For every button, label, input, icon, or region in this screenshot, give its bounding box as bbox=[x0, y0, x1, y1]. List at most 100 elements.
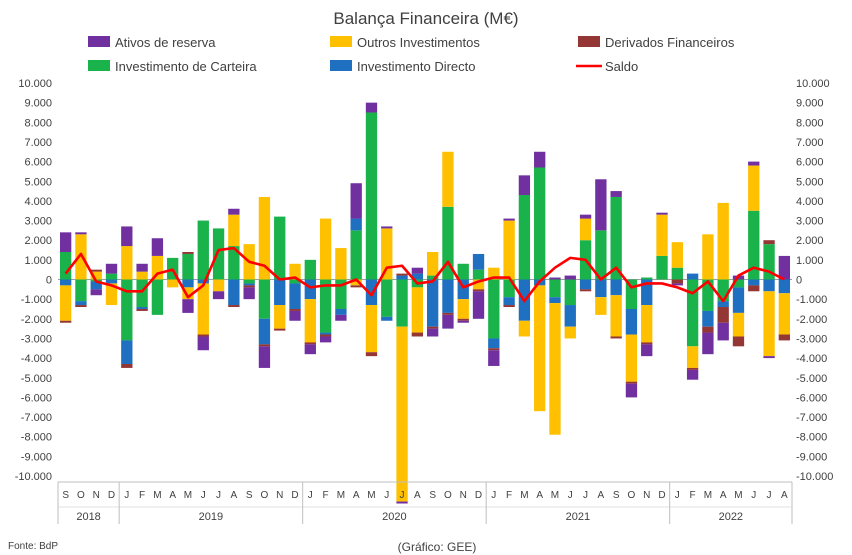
year-label: 2020 bbox=[382, 511, 406, 523]
bar-segment bbox=[641, 342, 653, 345]
y-tick-label-left: -2.000 bbox=[21, 314, 52, 326]
y-tick-label-right: -10.000 bbox=[796, 471, 833, 483]
x-tick-label: M bbox=[551, 490, 559, 501]
bar-segment bbox=[702, 279, 714, 311]
bar-segment bbox=[136, 308, 148, 311]
bar-segment bbox=[518, 195, 531, 280]
legend-label: Outros Investimentos bbox=[357, 35, 480, 50]
x-tick-label: J bbox=[124, 490, 129, 501]
bar-segment bbox=[319, 336, 332, 343]
y-tick-label-left: -7.000 bbox=[21, 412, 52, 424]
legend-label: Derivados Financeiros bbox=[605, 35, 735, 50]
bar-segment bbox=[197, 220, 209, 280]
bar-segment bbox=[319, 334, 332, 337]
x-tick-label: N bbox=[460, 490, 467, 501]
bar-segment bbox=[625, 279, 638, 309]
y-tick-label-right: 1.000 bbox=[796, 255, 824, 267]
bar-segment bbox=[748, 165, 760, 211]
legend-label: Investimento de Carteira bbox=[115, 59, 257, 74]
bar-segment bbox=[748, 279, 760, 286]
bar-segment bbox=[319, 279, 332, 333]
y-tick-label-right: -7.000 bbox=[796, 412, 827, 424]
year-label: 2018 bbox=[76, 511, 100, 523]
x-tick-label: A bbox=[720, 490, 727, 501]
chart-credit: (Gráfico: GEE) bbox=[398, 540, 477, 554]
x-tick-label: J bbox=[767, 490, 772, 501]
bar-segment bbox=[304, 259, 316, 280]
x-tick-label: N bbox=[276, 490, 283, 501]
bars bbox=[59, 102, 791, 504]
bar-segment bbox=[75, 301, 87, 306]
bar-segment bbox=[671, 242, 683, 268]
y-tick-label-left: 2.000 bbox=[24, 235, 52, 247]
y-tick-label-right: 8.000 bbox=[796, 117, 824, 129]
bar-segment bbox=[442, 279, 454, 313]
bar-segment bbox=[381, 228, 393, 280]
bar-segment bbox=[579, 218, 592, 241]
x-tick-label: J bbox=[216, 490, 221, 501]
legend-label: Ativos de reserva bbox=[115, 35, 216, 50]
y-tick-label-left: 10.000 bbox=[18, 78, 52, 90]
bar-segment bbox=[564, 326, 576, 339]
bar-segment bbox=[289, 283, 301, 309]
x-tick-label: A bbox=[536, 490, 543, 501]
bar-segment bbox=[671, 267, 683, 280]
x-tick-label: J bbox=[308, 490, 313, 501]
bar-segment bbox=[503, 218, 515, 221]
bar-segment bbox=[686, 367, 699, 370]
x-tick-label: F bbox=[139, 490, 145, 501]
bar-segment bbox=[228, 279, 240, 306]
bar-segment bbox=[105, 283, 118, 306]
year-label: 2022 bbox=[719, 511, 743, 523]
bar-segment bbox=[457, 263, 469, 280]
x-tick-label: A bbox=[353, 490, 360, 501]
bar-segment bbox=[641, 277, 653, 280]
y-tick-label-left: -10.000 bbox=[15, 471, 52, 483]
saldo-line-group bbox=[64, 246, 785, 303]
bar-segment bbox=[258, 279, 271, 319]
bar-segment bbox=[121, 246, 133, 280]
legend-swatch bbox=[330, 36, 352, 47]
legend-swatch bbox=[88, 60, 110, 71]
bar-segment bbox=[151, 238, 164, 256]
bar-segment bbox=[579, 214, 592, 219]
y-tick-label-right: 2.000 bbox=[796, 235, 824, 247]
y-tick-label-right: -5.000 bbox=[796, 373, 827, 385]
bar-segment bbox=[197, 336, 209, 351]
bar-segment bbox=[518, 320, 531, 337]
bar-segment bbox=[289, 279, 301, 284]
bar-segment bbox=[442, 206, 454, 280]
x-tick-label: S bbox=[429, 490, 436, 501]
x-tick-label: M bbox=[337, 490, 345, 501]
bar-segment bbox=[442, 151, 454, 207]
bar-segment bbox=[610, 196, 622, 280]
bar-segment bbox=[595, 297, 607, 315]
bar-segment bbox=[763, 356, 775, 359]
bar-segment bbox=[182, 299, 194, 313]
x-tick-label: S bbox=[613, 490, 620, 501]
bar-segment bbox=[274, 328, 286, 331]
y-tick-label-right: 0 bbox=[796, 275, 802, 287]
bar-segment bbox=[59, 285, 72, 321]
y-tick-label-right: 5.000 bbox=[796, 176, 824, 188]
bar-segment bbox=[381, 316, 393, 321]
bar-segment bbox=[258, 196, 271, 280]
bar-segment bbox=[702, 310, 714, 327]
bar-segment bbox=[350, 279, 362, 286]
x-tick-label: J bbox=[675, 490, 680, 501]
bar-segment bbox=[641, 279, 653, 306]
bar-segment bbox=[90, 289, 102, 296]
bar-segment bbox=[717, 202, 729, 280]
y-tick-label-left: 0 bbox=[46, 275, 52, 287]
y-tick-label-right: -9.000 bbox=[796, 451, 827, 463]
bar-segment bbox=[258, 318, 271, 345]
bar-segment bbox=[641, 344, 653, 357]
bar-segment bbox=[656, 212, 668, 215]
bar-segment bbox=[610, 336, 622, 339]
bar-segment bbox=[472, 291, 485, 319]
axes: 10.000 10.000 9.000 9.000 8.000 8.000 7.000 7.0… bbox=[15, 78, 834, 483]
bar-segment bbox=[228, 305, 240, 308]
bar-segment bbox=[549, 277, 561, 280]
